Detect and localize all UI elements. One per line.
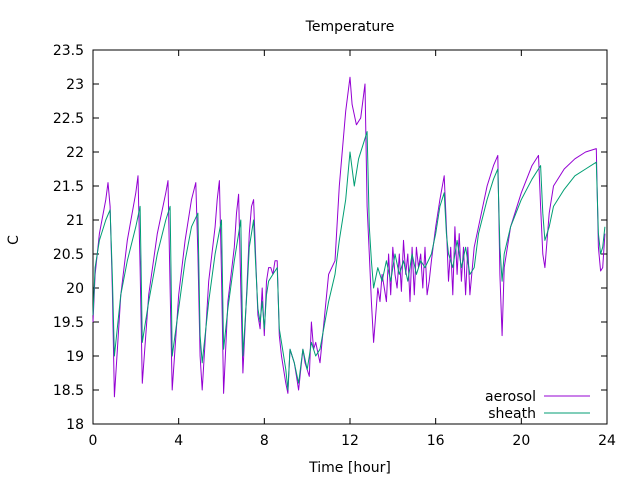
x-tick-label: 24 [598, 433, 616, 449]
y-tick-label: 23.5 [53, 43, 84, 59]
x-tick-label: 12 [341, 433, 359, 449]
x-tick-label: 20 [512, 433, 530, 449]
x-axis: 0 4 8 12 16 20 24 [89, 50, 616, 449]
y-tick-label: 20.5 [53, 247, 84, 263]
y-tick-label: 23 [66, 77, 84, 93]
y-tick-label: 19.5 [53, 315, 84, 331]
y-tick-label: 21.5 [53, 179, 84, 195]
y-axis: 18 18.5 19 19.5 20 20.5 21 21.5 22 22.5 23 23.5 [53, 43, 607, 433]
chart-title: Temperature [305, 19, 395, 35]
legend-label-sheath: sheath [488, 406, 536, 422]
y-tick-label: 22 [66, 145, 84, 161]
y-tick-label: 19 [66, 349, 84, 365]
series-line-aerosol [92, 76, 606, 398]
x-axis-label: Time [hour] [308, 460, 391, 476]
y-tick-label: 22.5 [53, 111, 84, 127]
x-tick-label: 0 [89, 433, 98, 449]
legend-label-aerosol: aerosol [485, 389, 536, 405]
y-tick-label: 20 [66, 281, 84, 297]
series-group [92, 76, 606, 398]
y-tick-label: 18 [66, 417, 84, 433]
x-tick-label: 4 [174, 433, 183, 449]
y-axis-label: C [6, 235, 22, 245]
x-tick-label: 8 [260, 433, 269, 449]
y-tick-label: 21 [66, 213, 84, 229]
y-tick-label: 18.5 [53, 383, 84, 399]
x-tick-label: 16 [427, 433, 445, 449]
series-line-sheath [92, 131, 606, 391]
